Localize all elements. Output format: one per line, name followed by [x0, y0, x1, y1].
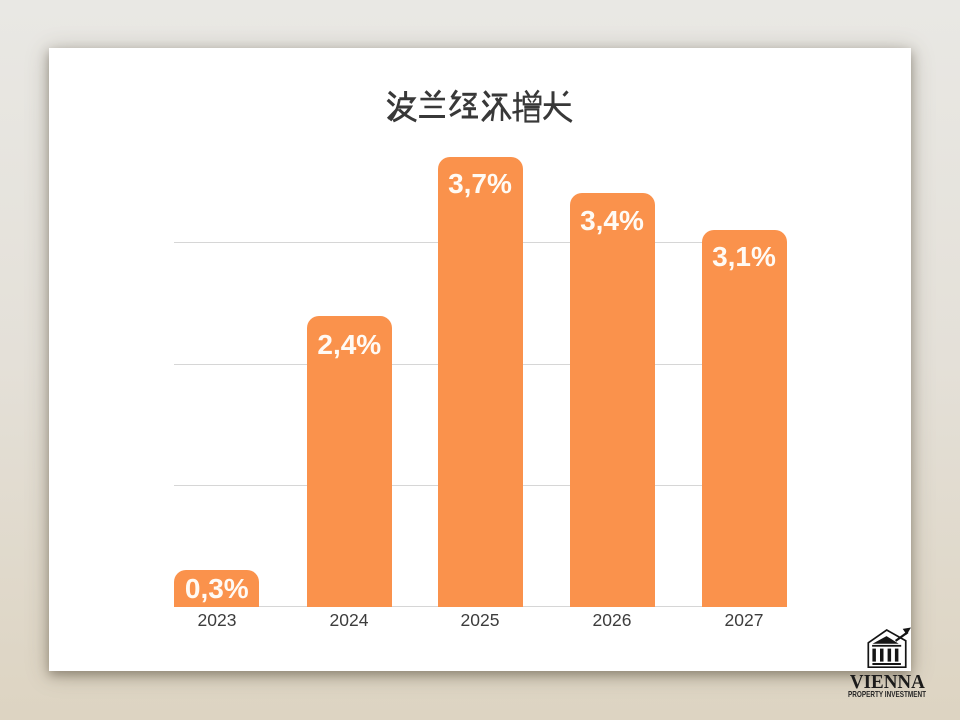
svg-text:PROPERTY INVESTMENT: PROPERTY INVESTMENT — [848, 689, 927, 699]
svg-text:VIENNA: VIENNA — [850, 671, 925, 693]
